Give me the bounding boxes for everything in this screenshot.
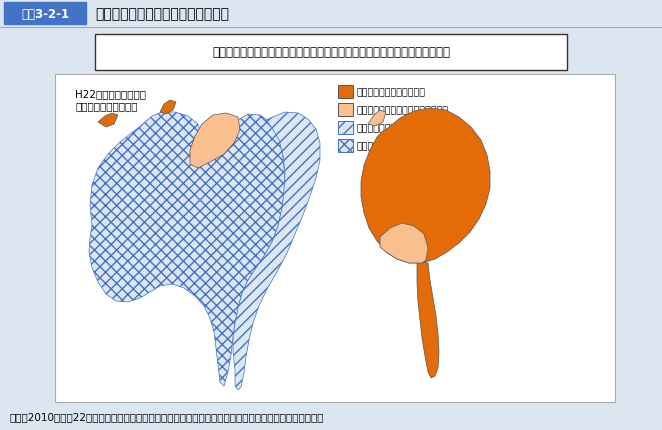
Text: H22特定健診【全県】: H22特定健診【全県】 <box>75 89 146 99</box>
FancyBboxPatch shape <box>95 35 567 71</box>
Bar <box>338 86 353 99</box>
Polygon shape <box>417 262 439 378</box>
Text: 有意ではないが、全県に比べて少ない: 有意ではないが、全県に比べて少ない <box>357 124 455 133</box>
Bar <box>338 122 353 135</box>
Polygon shape <box>380 224 428 264</box>
Text: 図表3-2-1: 図表3-2-1 <box>21 7 69 21</box>
Text: 「健康マップ」による見える化の例: 「健康マップ」による見える化の例 <box>95 7 229 21</box>
Text: 有意ではないが、全県に比べて多い: 有意ではないが、全県に比べて多い <box>357 106 449 115</box>
Polygon shape <box>368 111 386 127</box>
Text: メタボ該当者（男性）: メタボ該当者（男性） <box>75 101 138 111</box>
Text: 資料：2010（平成22）年度特定健診・特定保健指導に係る健診データ報告書《第２版》より静岡県作成。: 資料：2010（平成22）年度特定健診・特定保健指導に係る健診データ報告書《第２… <box>10 411 324 421</box>
Polygon shape <box>89 113 285 386</box>
Polygon shape <box>361 109 490 264</box>
Polygon shape <box>233 113 320 390</box>
Bar <box>338 140 353 153</box>
Polygon shape <box>190 114 240 169</box>
Text: 全県に比べて、有意に少ない: 全県に比べて、有意に少ない <box>357 141 432 150</box>
Text: 全県に比べて、有意に多い: 全県に比べて、有意に多い <box>357 88 426 97</box>
Polygon shape <box>98 114 118 128</box>
Polygon shape <box>160 101 176 115</box>
Text: メタボリックシンドローム該当者（男性）は東部に多いことを示している。: メタボリックシンドローム該当者（男性）は東部に多いことを示している。 <box>212 46 450 59</box>
Bar <box>55 75 615 402</box>
Bar <box>0 0 662 28</box>
Bar <box>338 104 353 117</box>
Bar <box>4 3 86 25</box>
